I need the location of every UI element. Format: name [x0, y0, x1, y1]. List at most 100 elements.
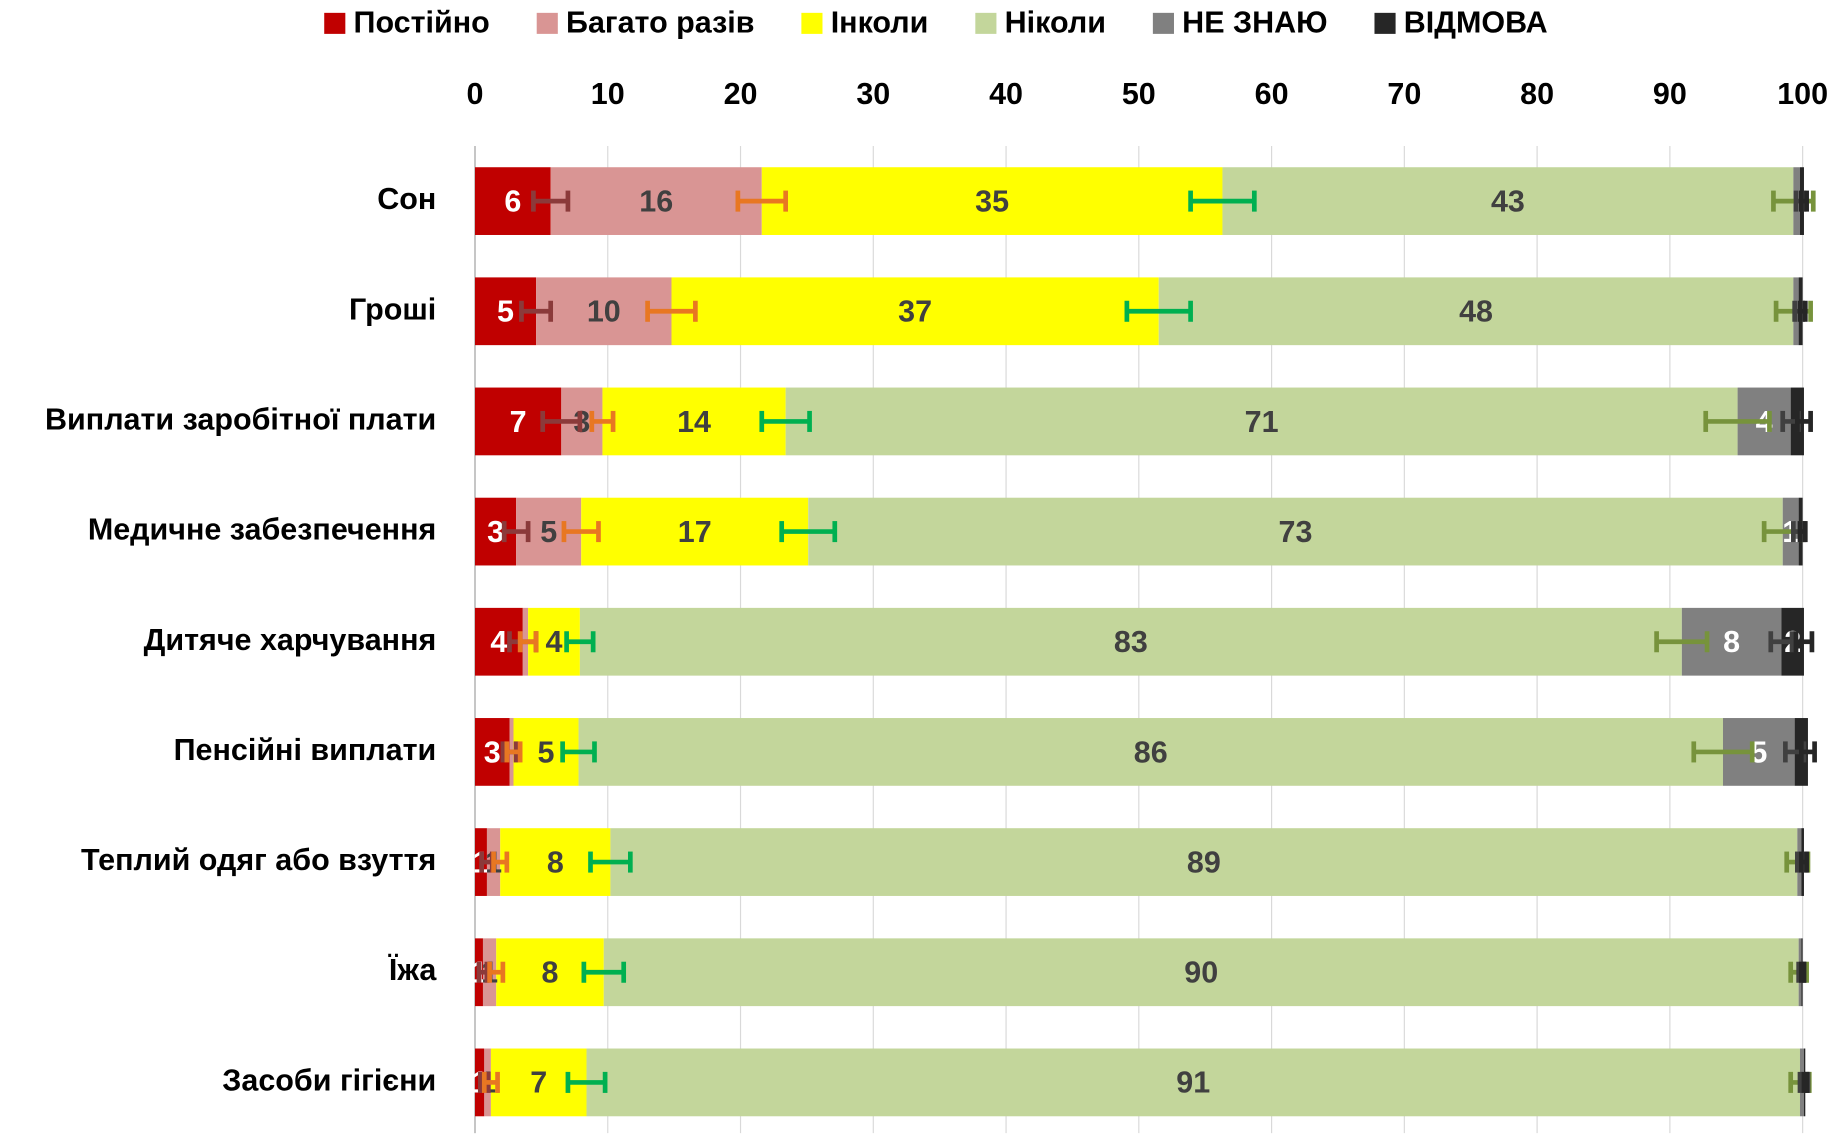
value-label: 3 [487, 515, 504, 549]
value-label: 8 [542, 956, 559, 990]
value-label: 5 [1750, 735, 1767, 769]
category-label: Медичне забезпечення [88, 513, 436, 547]
category-label: Виплати заробітної плати [45, 402, 436, 436]
bar-segment [1222, 167, 1794, 235]
error-bar [1654, 631, 1710, 653]
value-label: 8 [547, 845, 564, 879]
value-label: 91 [1176, 1066, 1210, 1100]
x-tick-label: 100 [1777, 77, 1828, 111]
category-label: Засоби гігієни [222, 1063, 436, 1097]
error-bar [540, 410, 583, 432]
legend-label: ВІДМОВА [1404, 6, 1548, 40]
legend-swatch [536, 12, 558, 34]
error-bar [476, 961, 490, 983]
x-tick-label: 40 [989, 77, 1023, 111]
value-label: 5 [538, 735, 555, 769]
bar-segment [761, 167, 1223, 235]
error-bar [1793, 631, 1815, 653]
value-label: 10 [587, 295, 621, 329]
error-bar [1703, 410, 1772, 432]
error-bar [1798, 851, 1809, 873]
value-label: 86 [1134, 735, 1168, 769]
error-bar [581, 961, 627, 983]
error-bar [1124, 300, 1193, 322]
error-bar [779, 521, 838, 543]
bar-segment [610, 828, 1798, 896]
x-tick-label: 70 [1387, 77, 1421, 111]
x-tick-label: 50 [1122, 77, 1156, 111]
x-tick-label: 30 [856, 77, 890, 111]
error-bar [1188, 190, 1257, 212]
error-bar [645, 300, 698, 322]
bar-segment [581, 497, 809, 566]
legend-label: НЕ ЗНАЮ [1182, 6, 1327, 40]
x-tick-label: 60 [1255, 77, 1289, 111]
value-label: 90 [1184, 956, 1218, 990]
value-label: 3 [484, 735, 501, 769]
error-bar [759, 410, 812, 432]
legend-label: Багато разів [566, 6, 754, 40]
category-label: Пенсійні виплати [174, 733, 437, 767]
legend-swatch [324, 12, 346, 34]
error-bar [1801, 1071, 1809, 1093]
value-label: 6 [504, 185, 521, 219]
error-bar [564, 631, 596, 653]
error-bar [1798, 961, 1807, 983]
error-bar [561, 521, 601, 543]
value-label: 7 [530, 1066, 547, 1100]
bar-segment [578, 718, 1723, 786]
error-bar [1798, 741, 1817, 763]
bar-segment [808, 497, 1783, 566]
value-label: 16 [639, 185, 673, 219]
error-bar [589, 410, 616, 432]
bar-segment [602, 387, 786, 456]
value-label: 35 [975, 185, 1009, 219]
error-bar [501, 521, 531, 543]
value-label: 8 [1723, 625, 1740, 659]
error-bar [481, 1071, 500, 1093]
value-label: 5 [540, 515, 557, 549]
value-label: 43 [1491, 185, 1525, 219]
legend-label: Постійно [354, 6, 490, 40]
x-tick-label: 0 [467, 77, 484, 111]
legend-label: Інколи [831, 6, 929, 40]
legend-swatch [1374, 12, 1396, 34]
bar-segment [785, 387, 1738, 456]
legend: Постійно Багато разів Інколи Ніколи НЕ ЗНАЮ В… [324, 6, 1548, 40]
error-bar [531, 190, 571, 212]
value-label: 7 [510, 405, 527, 439]
value-label: 14 [677, 405, 711, 439]
value-label: 4 [490, 625, 507, 659]
bar-segment [1158, 277, 1794, 346]
error-bar [1798, 190, 1809, 212]
error-bar [491, 851, 510, 873]
x-tick-label: 80 [1520, 77, 1554, 111]
legend-swatch [975, 12, 997, 34]
value-label: 5 [497, 295, 514, 329]
error-bar [1768, 631, 1795, 653]
value-label: 73 [1279, 515, 1313, 549]
category-label: Гроші [349, 292, 436, 326]
value-label: 48 [1459, 295, 1493, 329]
value-label: 83 [1114, 625, 1148, 659]
bar-segment [671, 277, 1159, 346]
error-bar [565, 1071, 608, 1093]
error-bar [519, 300, 554, 322]
bar-segment [550, 167, 762, 235]
bar-segment [579, 607, 1682, 676]
error-bar [560, 741, 597, 763]
error-bar [517, 631, 539, 653]
error-bar [487, 961, 506, 983]
x-tick-label: 20 [724, 77, 758, 111]
error-bar [1797, 521, 1808, 543]
category-label: Дитяче харчування [144, 623, 437, 657]
x-tick-label: 90 [1653, 77, 1687, 111]
legend-swatch [801, 12, 823, 34]
bar-segment [586, 1048, 1800, 1117]
bar-segment [603, 938, 1799, 1007]
value-label: 89 [1187, 845, 1221, 879]
error-bar [588, 851, 633, 873]
category-label: Теплий одяг або взуття [81, 843, 436, 877]
category-label: Сон [377, 182, 436, 216]
